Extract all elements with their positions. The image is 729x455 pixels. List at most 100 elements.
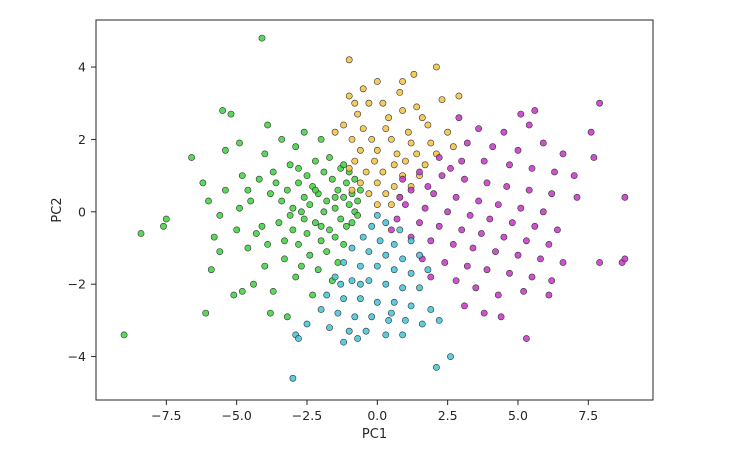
- x-tick-label: 5.0: [508, 408, 528, 423]
- data-point: [458, 226, 466, 234]
- data-point: [416, 284, 423, 292]
- data-point: [266, 190, 274, 198]
- data-point: [396, 193, 404, 201]
- data-point: [289, 374, 297, 382]
- data-point: [334, 309, 342, 317]
- data-point: [286, 161, 294, 169]
- data-point: [351, 99, 359, 107]
- data-point: [548, 190, 556, 198]
- data-point: [286, 211, 294, 219]
- data-point: [517, 110, 525, 118]
- data-point: [359, 233, 367, 241]
- data-point: [447, 164, 454, 172]
- data-point: [162, 215, 170, 223]
- data-point: [342, 179, 350, 187]
- data-point: [331, 273, 339, 281]
- data-point: [469, 244, 477, 252]
- data-point: [345, 164, 353, 172]
- data-point: [494, 201, 502, 208]
- data-point: [396, 89, 404, 96]
- data-point: [373, 298, 381, 306]
- data-point: [506, 161, 513, 169]
- data-point: [559, 150, 567, 158]
- data-point: [238, 172, 246, 179]
- data-point: [264, 121, 271, 129]
- data-point: [525, 121, 533, 129]
- data-point: [368, 222, 376, 230]
- data-point: [399, 175, 406, 183]
- data-point: [390, 298, 398, 306]
- data-point: [452, 277, 460, 284]
- data-point: [356, 146, 364, 154]
- data-point: [424, 121, 432, 129]
- x-tick-label: 0.0: [367, 408, 387, 423]
- data-point: [252, 230, 260, 237]
- data-point: [427, 237, 435, 245]
- data-point: [390, 161, 398, 169]
- data-point: [356, 179, 364, 187]
- data-point: [205, 197, 212, 205]
- data-point: [345, 56, 353, 64]
- data-point: [306, 251, 314, 259]
- data-point: [373, 179, 381, 187]
- data-point: [233, 226, 241, 234]
- data-point: [551, 168, 558, 176]
- data-point: [340, 240, 347, 248]
- data-point: [317, 306, 325, 313]
- data-point: [554, 226, 561, 234]
- data-point: [449, 240, 457, 248]
- data-point: [438, 172, 446, 179]
- data-point: [238, 287, 246, 295]
- data-point: [334, 186, 342, 194]
- data-point: [435, 316, 443, 324]
- data-point: [503, 183, 511, 190]
- data-point: [160, 222, 167, 230]
- data-point: [523, 335, 530, 342]
- data-point: [269, 287, 277, 295]
- data-point: [418, 320, 426, 328]
- data-point: [399, 284, 406, 292]
- data-point: [379, 99, 387, 107]
- data-point: [528, 164, 536, 172]
- data-point: [477, 230, 485, 237]
- data-point: [297, 262, 305, 270]
- data-point: [221, 146, 229, 154]
- data-point: [401, 201, 409, 208]
- data-point: [430, 190, 437, 198]
- data-point: [356, 280, 364, 288]
- data-point: [531, 222, 539, 230]
- data-point: [393, 215, 401, 223]
- data-point: [326, 154, 333, 161]
- data-point: [306, 201, 314, 208]
- data-point: [514, 251, 522, 259]
- data-point: [494, 291, 502, 299]
- data-point: [340, 193, 347, 201]
- data-point: [399, 107, 406, 114]
- x-tick-label: −7.5: [151, 408, 181, 423]
- data-point: [438, 96, 446, 103]
- data-point: [362, 168, 370, 176]
- data-point: [334, 259, 342, 266]
- data-point: [475, 197, 482, 205]
- x-axis-label: PC1: [362, 427, 387, 442]
- data-point: [295, 179, 302, 187]
- y-tick-label: 0: [78, 204, 86, 219]
- data-point: [500, 233, 508, 241]
- data-point: [508, 219, 516, 227]
- data-point: [266, 309, 274, 317]
- data-point: [345, 201, 353, 208]
- data-point: [387, 135, 395, 143]
- data-point: [537, 255, 544, 263]
- data-point: [216, 248, 224, 255]
- data-point: [137, 230, 145, 237]
- data-point: [483, 266, 491, 274]
- data-point: [520, 287, 527, 295]
- data-point: [570, 172, 578, 179]
- data-point: [416, 251, 423, 259]
- data-point: [323, 248, 331, 255]
- data-point: [331, 233, 339, 241]
- data-point: [365, 99, 373, 107]
- data-point: [292, 273, 300, 281]
- data-point: [289, 226, 297, 234]
